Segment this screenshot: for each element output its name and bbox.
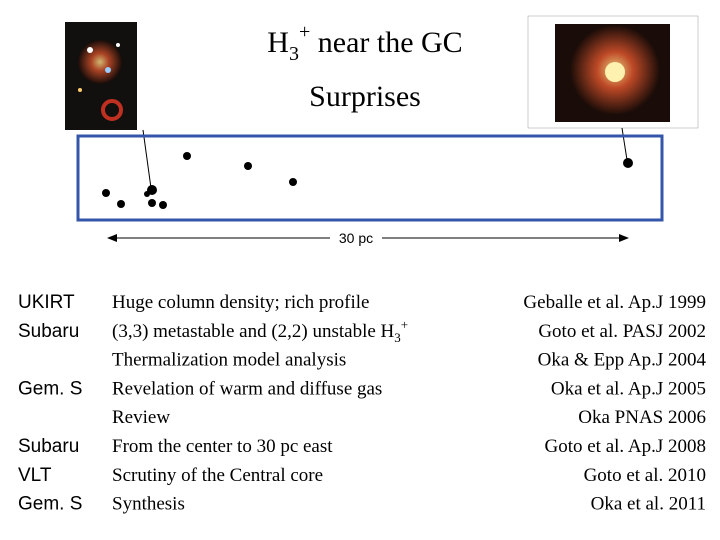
reference: Geballe et al. Ap.J 1999: [523, 292, 706, 313]
right-image: [527, 15, 699, 129]
reference: Oka et al. 2011: [591, 494, 706, 515]
description-text: Scrutiny of the Central core: [112, 465, 323, 486]
title-h: H: [267, 26, 289, 59]
reference-table: UKIRT Huge column density; rich profile Ge…: [18, 292, 706, 515]
telescope: Subaru: [18, 436, 79, 457]
pointer-line: [621, 127, 628, 161]
reference: Oka PNAS 2006: [578, 407, 706, 428]
reference: Goto et al. 2010: [584, 465, 706, 486]
description: Scrutiny of the Central core: [112, 465, 323, 486]
description: Synthesis: [112, 494, 185, 515]
description: Huge column density; rich profile: [112, 292, 370, 313]
description: (3,3) metastable and (2,2) unstable H3+: [112, 317, 408, 345]
telescope: Subaru: [18, 321, 79, 342]
description: Revelation of warm and diffuse gas: [112, 378, 382, 399]
description-text: (3,3) metastable and (2,2) unstable H: [112, 321, 395, 342]
description-sup: +: [401, 317, 408, 332]
title-sup: +: [299, 21, 310, 43]
description-sub: 3: [394, 330, 401, 345]
telescope: VLT: [18, 465, 52, 486]
telescope: Gem. S: [18, 494, 82, 515]
description-text: From the center to 30 pc east: [112, 436, 333, 457]
telescope: Gem. S: [18, 378, 82, 399]
description-text: Review: [112, 407, 170, 428]
left-image: [65, 22, 137, 130]
reference: Oka & Epp Ap.J 2004: [538, 350, 707, 371]
description: From the center to 30 pc east: [112, 436, 333, 457]
source-dots: [102, 152, 633, 209]
description: Thermalization model analysis: [112, 350, 346, 371]
reference: Oka et al. Ap.J 2005: [551, 378, 706, 399]
scale-label: 30 pc: [339, 230, 373, 246]
description-text: Synthesis: [112, 494, 185, 515]
description-text: Revelation of warm and diffuse gas: [112, 378, 382, 399]
title: H3+ near the GC: [267, 21, 462, 65]
field-box: [76, 134, 664, 222]
description: Review: [112, 407, 170, 428]
description-text: Huge column density; rich profile: [112, 292, 370, 313]
title-rest: near the GC: [310, 26, 462, 59]
description-text: Thermalization model analysis: [112, 350, 346, 371]
telescope: UKIRT: [18, 292, 75, 313]
title-sub: 3: [289, 43, 299, 65]
scale-label-bg: [330, 229, 382, 247]
reference: Goto et al. Ap.J 2008: [545, 436, 707, 457]
reference: Goto et al. PASJ 2002: [538, 321, 706, 342]
pointer-line: [142, 129, 152, 189]
subtitle: Surprises: [309, 80, 421, 113]
